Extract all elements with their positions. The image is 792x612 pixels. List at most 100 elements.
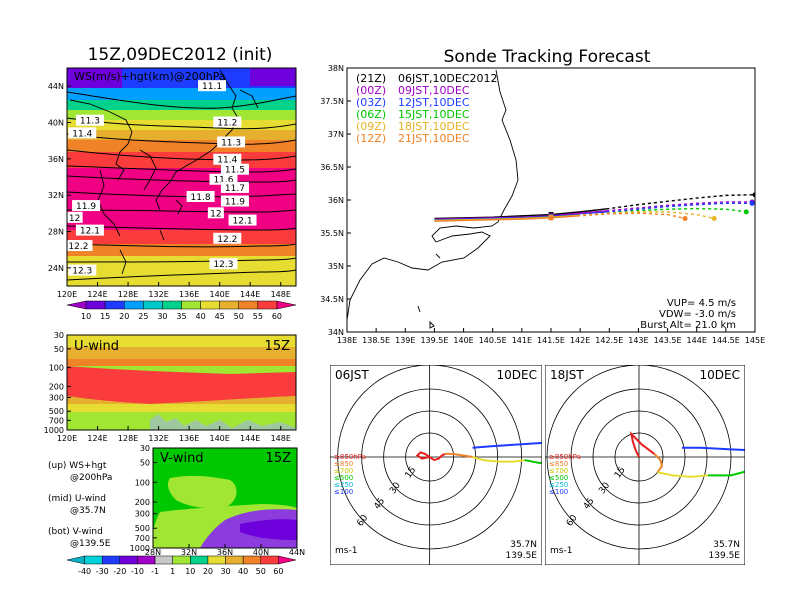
height-contour-label: 12.3 [213, 260, 233, 270]
u-lon-label: 124E [87, 434, 107, 443]
ws-hgt-map: 11.111.311.411.211.311.411.511.611.711.8… [48, 67, 297, 299]
u-lon-label: 140E [210, 434, 230, 443]
track-lat-label: 34N [328, 328, 344, 337]
height-label-bg [207, 207, 224, 219]
track-landing-point [749, 200, 755, 206]
colorbar-label: 10 [81, 312, 91, 321]
map-lon-label: 144E [240, 290, 260, 299]
track-lat-label: 37N [328, 130, 344, 139]
height-label-bg [220, 181, 249, 193]
height-contour-label: 12 [210, 209, 221, 219]
colorbar-swatch [238, 300, 259, 310]
hodograph-level-label: ≤250 [334, 481, 353, 489]
launch-code: (09Z) [356, 120, 386, 133]
track-lat-label: 36.5N [320, 163, 344, 172]
colorbar-swatch [257, 300, 278, 310]
track-lon-label: 142E [570, 336, 590, 345]
track-lat-label: 38N [328, 64, 344, 73]
u-p-label: 30 [54, 331, 64, 340]
legend-note-line: @200hPa [70, 473, 112, 483]
hodograph-series [444, 452, 473, 458]
hodograph-series [657, 471, 709, 478]
track-lon-label: 143.5E [654, 336, 682, 345]
u-lon-label: 128E [118, 434, 138, 443]
v-lat-label: 40N [253, 548, 269, 557]
colorbar-label: 50 [256, 567, 266, 576]
height-contour-label: 11.7 [225, 184, 245, 194]
height-label-bg [68, 264, 97, 276]
launch-local-time: 09JST,10DEC [398, 84, 470, 97]
height-contour-label: 12.2 [68, 242, 88, 252]
v-p-label: 30 [140, 444, 150, 453]
colorbar-label: 40 [195, 312, 205, 321]
colorbar-swatch [278, 555, 297, 565]
hodograph-level-label: ≤850 [549, 460, 568, 468]
track-lon-label: 144.5E [712, 336, 740, 345]
ws-map-label: WS(m/s)+hgt(km)@200hPa [74, 70, 226, 83]
hodograph-series [472, 456, 525, 463]
height-label-bg [186, 190, 215, 202]
hodograph-lon: 139.5E [506, 551, 538, 561]
track-lat-label: 37.5N [320, 97, 344, 106]
hodograph-time-label: 06JST [335, 368, 369, 382]
hodograph-lon: 139.5E [709, 551, 741, 561]
colorbar-swatch [225, 555, 244, 565]
hodograph-level-label: ≥850hPa [334, 453, 366, 461]
colorbar-label: 20 [203, 567, 213, 576]
colorbar-swatch [143, 300, 163, 310]
launch-code: (00Z) [356, 84, 386, 97]
colorbar-label: 15 [100, 312, 110, 321]
height-label-bg [67, 211, 83, 223]
hodograph-lat: 35.7N [713, 540, 740, 550]
u-p-label: 100 [49, 364, 64, 373]
hodograph-unit: ms-1 [335, 546, 357, 556]
height-label-bg [217, 136, 246, 148]
colorbar-swatch [101, 555, 121, 565]
colorbar-label: 35 [176, 312, 186, 321]
hodograph-level-label: ≤100 [549, 488, 568, 496]
colorbar-swatch [137, 555, 156, 565]
legend-note-line: (mid) U-wind [48, 494, 106, 504]
colorbar-swatch [219, 300, 240, 310]
u-wind-time: 15Z [265, 339, 291, 354]
height-label-bg [75, 114, 104, 126]
legend-notes: (up) WS+hgt @200hPa (mid) U-wind @35.7N (bot… [48, 461, 112, 549]
height-contour-label: 12.1 [80, 227, 100, 237]
v-p-label: 300 [135, 510, 150, 519]
height-label-bg [228, 214, 257, 226]
track-lon-label: 141.5E [537, 336, 565, 345]
height-label-bg [220, 195, 249, 207]
launch-local-time: 15JST,10DEC [398, 108, 470, 121]
colorbar-swatch [104, 300, 125, 310]
colorbar-swatch [181, 300, 201, 310]
colorbar-swatch [124, 300, 144, 310]
sonde-parameter: VUP= 4.5 m/s [667, 298, 736, 309]
map-lon-label: 148E [271, 290, 291, 299]
legend-note-line: @35.7N [70, 506, 106, 516]
track-lon-label: 139E [395, 336, 415, 345]
track-lat-label: 36N [328, 196, 344, 205]
v-p-label: 1000 [130, 544, 150, 553]
colorbar-label: -40 [78, 567, 91, 576]
height-label-bg [209, 258, 238, 270]
track-lon-label: 139.5E [420, 336, 448, 345]
track-line-descent [609, 207, 747, 214]
height-contour-label: 12.1 [233, 217, 253, 227]
hodograph-time-label: 18JST [550, 368, 584, 382]
height-label-bg [220, 163, 249, 175]
colorbar-label: 30 [157, 312, 167, 321]
height-label-bg [213, 116, 242, 128]
hodograph-series [681, 446, 745, 452]
v-lat-label: 28N [145, 548, 161, 557]
colorbar-label: 45 [215, 312, 225, 321]
height-contour-label: 11.5 [225, 166, 245, 176]
colorbar-swatch [66, 555, 85, 565]
track-line-descent [609, 202, 753, 213]
launch-code: (12Z) [356, 132, 386, 145]
u-lon-label: 136E [179, 434, 199, 443]
hodograph-series [472, 441, 542, 449]
track-landing-point [752, 192, 755, 198]
left-panel-title: 15Z,09DEC2012 (init) [88, 45, 273, 65]
